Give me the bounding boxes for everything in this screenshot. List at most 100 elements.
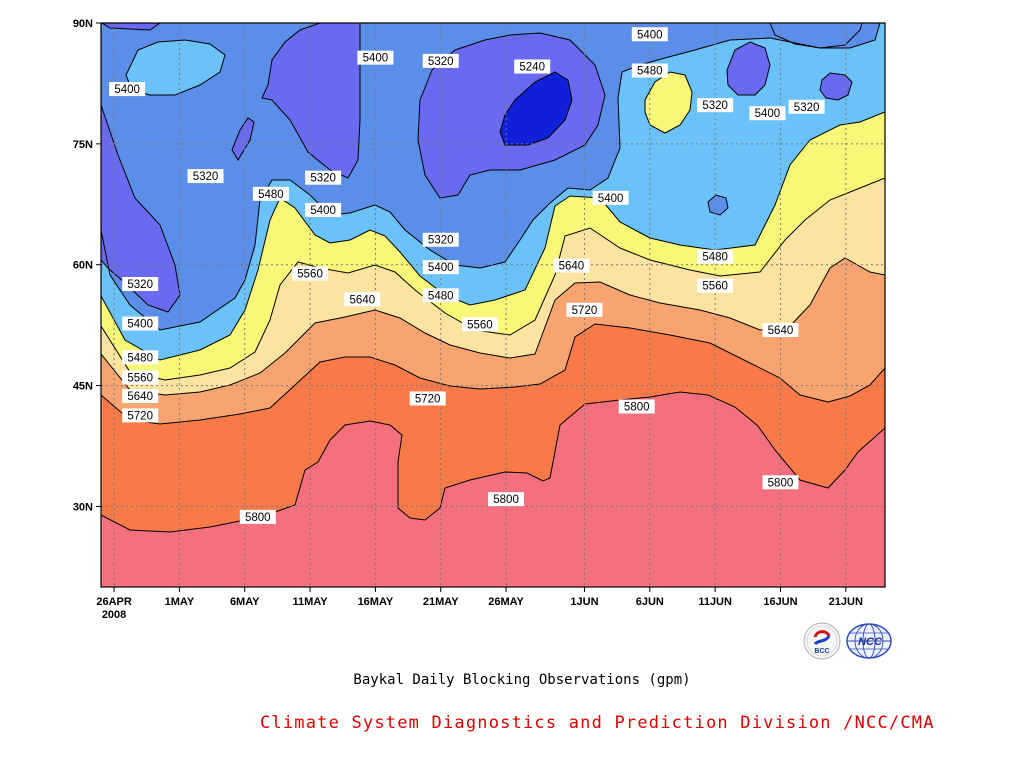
contour-label-bg (514, 59, 551, 74)
contour-label-bg (697, 249, 734, 264)
y-tick-label: 30N (73, 501, 93, 513)
contour-label-text: 5320 (193, 171, 219, 183)
contour-label-text: 5800 (493, 494, 519, 506)
svg-text:NCC: NCC (858, 636, 883, 648)
contour-label-text: 5320 (702, 100, 728, 112)
contour-label-bg (409, 391, 446, 406)
contour-label: 5560 (122, 370, 159, 385)
contour-label: 5240 (514, 59, 551, 74)
contour-label-text: 5400 (127, 319, 153, 331)
contour-label: 5400 (357, 50, 394, 65)
contour-label-text: 5240 (519, 62, 545, 74)
contour-label: 5400 (592, 190, 629, 205)
contour-label-bg (566, 302, 603, 317)
contour-label-text: 5560 (467, 319, 493, 331)
contour-label-bg (239, 509, 276, 524)
contour-labels: 5400 5320 5320 5400 5480 5560 5640 5720 5480 5320… (109, 27, 825, 524)
contour-label-bg (357, 50, 394, 65)
contour-label-bg (488, 492, 525, 507)
x-tick-label: 1JUN (570, 596, 598, 608)
contour-label-bg (422, 232, 459, 247)
contour-line (707, 194, 729, 216)
contour-label-text: 5800 (624, 402, 650, 414)
contour-line (101, 23, 885, 425)
x-tick-label: 26MAY (488, 596, 524, 608)
contour-label-bg (762, 475, 799, 490)
contour-label-text: 5480 (428, 290, 454, 302)
contour-label: 5800 (618, 399, 655, 414)
fill-5240-deep (500, 72, 572, 145)
x-tick-label: 11MAY (293, 596, 329, 608)
contour-lines (101, 23, 885, 533)
contour-label: 5480 (697, 249, 734, 264)
fill-5240-5320 (101, 23, 852, 312)
contour-label-bg (305, 202, 342, 217)
contour-label: 5720 (409, 391, 446, 406)
contour-label: 5800 (488, 492, 525, 507)
contour-label-text: 5400 (637, 29, 663, 41)
contour-label-bg (122, 277, 159, 292)
contour-label-bg (305, 170, 342, 185)
bcc-logo-icon: BCC (803, 622, 841, 660)
contour-label-text: 5640 (559, 261, 585, 273)
contour-line (101, 23, 885, 381)
contour-label: 5320 (305, 170, 342, 185)
contour-label-bg (122, 389, 159, 404)
fill-5400-island-east (770, 23, 880, 48)
contour-label-bg (553, 258, 590, 273)
contour-label-text: 5800 (245, 512, 271, 524)
contour-label-text: 5400 (755, 108, 781, 120)
contour-line (231, 117, 255, 161)
contour-label-text: 5480 (637, 66, 663, 78)
x-tick-label: 21MAY (423, 596, 459, 608)
contour-label-bg (618, 399, 655, 414)
contour-line (101, 23, 885, 533)
contour-label-bg (252, 186, 289, 201)
contour-label: 5480 (422, 288, 459, 303)
contour-label: 5640 (344, 292, 381, 307)
x-tick-label: 16MAY (358, 596, 394, 608)
contour-label-bg (422, 288, 459, 303)
y-tick-label: 75N (73, 139, 93, 151)
contour-label: 5720 (122, 408, 159, 423)
x-tick-label: 11JUN (698, 596, 732, 608)
contour-label-text: 5640 (350, 294, 376, 306)
contour-label: 5640 (762, 322, 799, 337)
contour-label-text: 5640 (768, 325, 794, 337)
contour-label-text: 5320 (428, 56, 454, 68)
contour-label-bg (697, 98, 734, 113)
contour-label: 5400 (631, 27, 668, 42)
contour-label: 5560 (697, 278, 734, 293)
contour-label: 5560 (292, 266, 329, 281)
contour-label-text: 5400 (428, 262, 454, 274)
contour-line (101, 23, 885, 361)
plot-frame (100, 22, 886, 588)
contour-label-bg (592, 190, 629, 205)
contour-label-bg (697, 278, 734, 293)
contour-label-bg (788, 99, 825, 114)
contour-label-text: 5640 (127, 391, 153, 403)
contour-label: 5400 (122, 316, 159, 331)
contour-label-bg (344, 292, 381, 307)
contour-label-text: 5480 (127, 352, 153, 364)
contour-label-text: 5560 (297, 269, 323, 281)
contour-label-text: 5400 (363, 53, 389, 65)
contour-label: 5800 (762, 475, 799, 490)
contour-label: 5640 (553, 258, 590, 273)
contour-label-bg (762, 322, 799, 337)
contour-label: 5480 (252, 186, 289, 201)
contour-line (101, 23, 885, 396)
contour-label: 5480 (122, 350, 159, 365)
contour-label-bg (109, 82, 146, 97)
contour-label-bg (122, 370, 159, 385)
contour-label-bg (122, 408, 159, 423)
contour-label: 5800 (239, 509, 276, 524)
x-tick-label: 6MAY (230, 596, 260, 608)
contour-label: 5720 (566, 302, 603, 317)
contour-label-text: 5720 (415, 393, 441, 405)
contour-line (101, 23, 853, 313)
contour-label-text: 5320 (310, 173, 336, 185)
contour-label-text: 5400 (598, 193, 624, 205)
contour-label-bg (461, 317, 498, 332)
contour-label-text: 5560 (702, 281, 728, 293)
